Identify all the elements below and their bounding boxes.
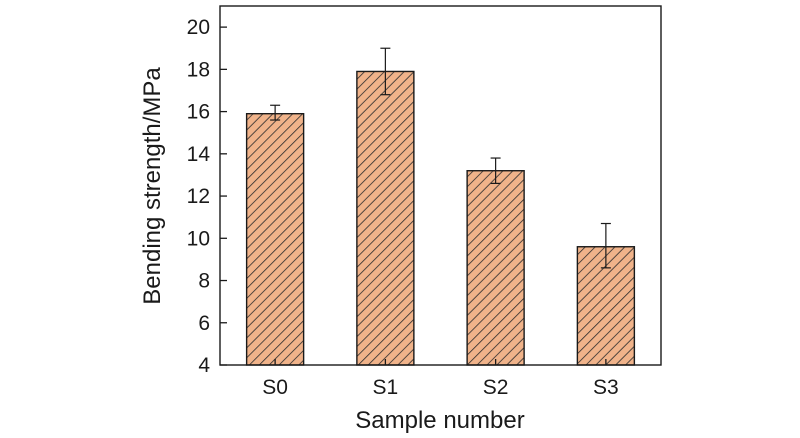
y-tick-label: 6	[198, 312, 210, 335]
y-axis-title: Bending strength/MPa	[139, 67, 166, 305]
bars-layer	[245, 70, 636, 366]
x-tick-label-s1: S1	[373, 376, 399, 399]
x-tick-label-s0: S0	[262, 376, 288, 399]
y-tick-label: 8	[198, 270, 210, 293]
error-bar-s0	[270, 104, 281, 121]
y-tick-label: 18	[187, 58, 210, 81]
y-tick-label: 16	[187, 101, 210, 124]
x-tick-label-s2: S2	[483, 376, 509, 399]
x-tick-label-s3: S3	[593, 376, 619, 399]
y-axis-ticks: 4 6 8 10 12 14 16 18 20	[187, 16, 227, 377]
bar-s0	[245, 112, 305, 366]
y-tick-label: 20	[187, 16, 210, 39]
y-tick-label: 4	[198, 354, 210, 377]
bar-s1	[356, 70, 415, 366]
error-bar-s3	[600, 222, 611, 269]
error-bars-layer	[270, 47, 611, 269]
plot-frame	[219, 5, 662, 366]
error-bar-s1	[380, 47, 391, 96]
y-tick-label: 14	[187, 143, 211, 166]
x-axis-title: Sample number	[355, 407, 524, 434]
bar-s2	[466, 170, 525, 366]
y-tick-label: 10	[187, 227, 210, 250]
y-tick-label: 12	[187, 185, 210, 208]
x-axis-ticks: S0 S1 S2 S3	[262, 359, 619, 399]
error-bar-s2	[490, 157, 501, 184]
